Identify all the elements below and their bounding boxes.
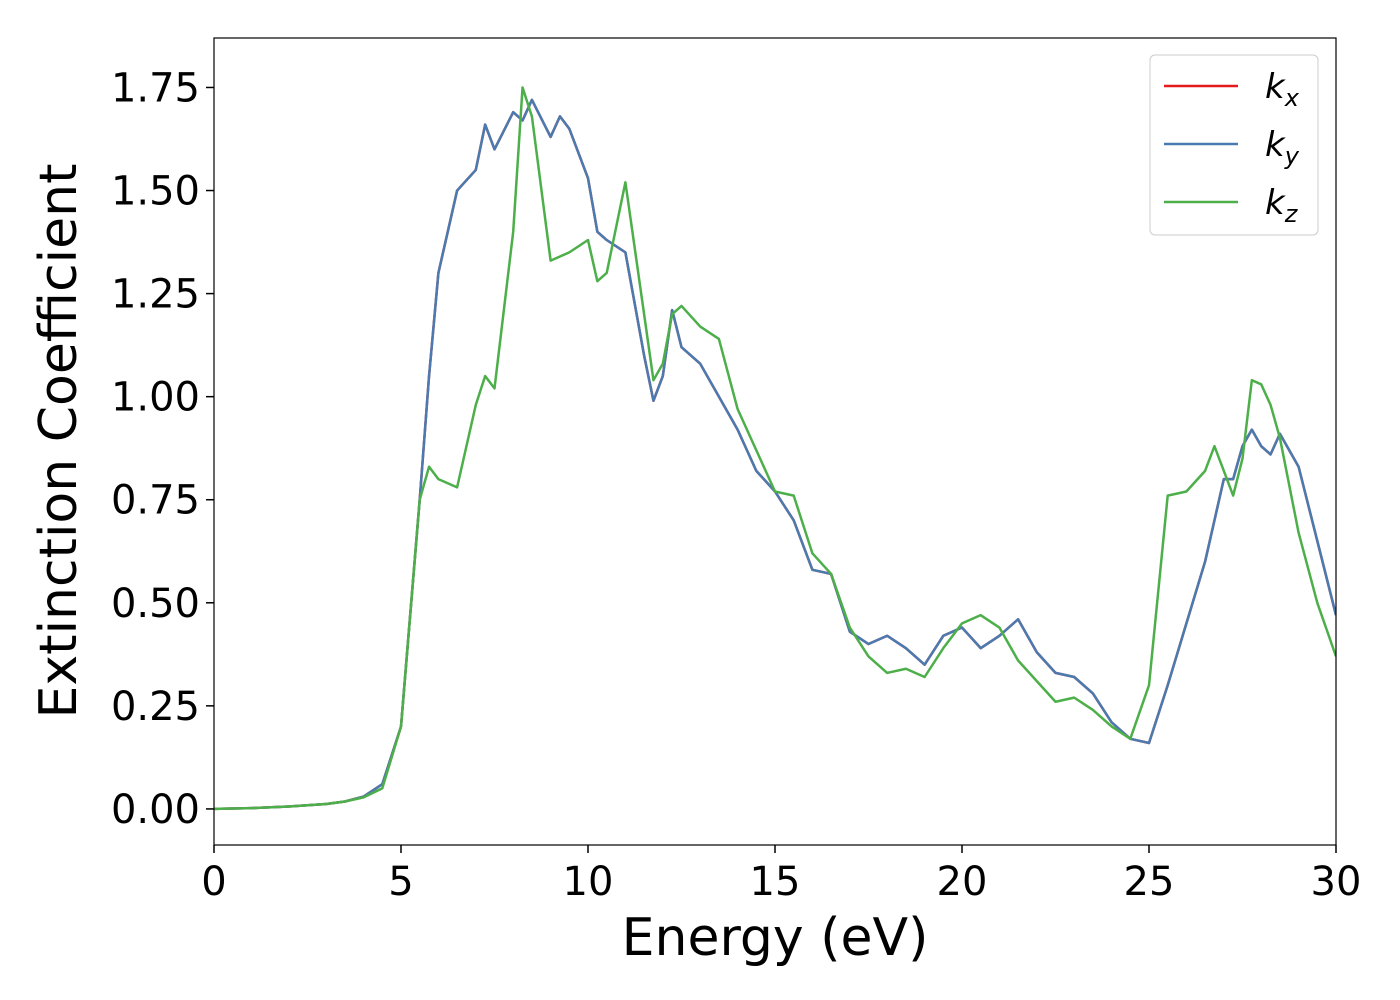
x-tick-label: 25 (1124, 859, 1175, 905)
y-tick-label: 0.75 (111, 478, 200, 524)
legend-label-sub: x (1284, 84, 1300, 112)
y-tick-label: 0.25 (111, 684, 200, 730)
x-tick-label: 20 (937, 859, 988, 905)
y-tick-label: 0.00 (111, 787, 200, 833)
y-tick-label: 1.25 (111, 272, 200, 318)
y-tick-label: 1.00 (111, 375, 200, 421)
legend-label-sub: y (1284, 142, 1300, 170)
legend-label: ky (1265, 125, 1300, 170)
legend-label-base: k (1265, 183, 1286, 223)
legend-label-base: k (1265, 67, 1286, 107)
legend-label-base: k (1265, 125, 1286, 165)
x-tick-label: 10 (563, 859, 614, 905)
legend-label-sub: z (1284, 200, 1299, 228)
x-tick-label: 0 (201, 859, 226, 905)
x-tick-label: 15 (750, 859, 801, 905)
plot-frame (213, 37, 1337, 846)
y-tick-label: 1.75 (111, 65, 200, 111)
x-axis-label: Energy (eV) (622, 908, 929, 968)
x-tick-label: 30 (1311, 859, 1362, 905)
y-tick-label: 1.50 (111, 169, 200, 215)
legend-label: kx (1265, 67, 1300, 112)
x-tick-label: 5 (388, 859, 413, 905)
legend-label: kz (1265, 183, 1299, 228)
series-line (214, 86, 1336, 811)
y-axis-label: Extinction Coefficient (29, 164, 89, 719)
y-tick-label: 0.50 (111, 581, 200, 627)
